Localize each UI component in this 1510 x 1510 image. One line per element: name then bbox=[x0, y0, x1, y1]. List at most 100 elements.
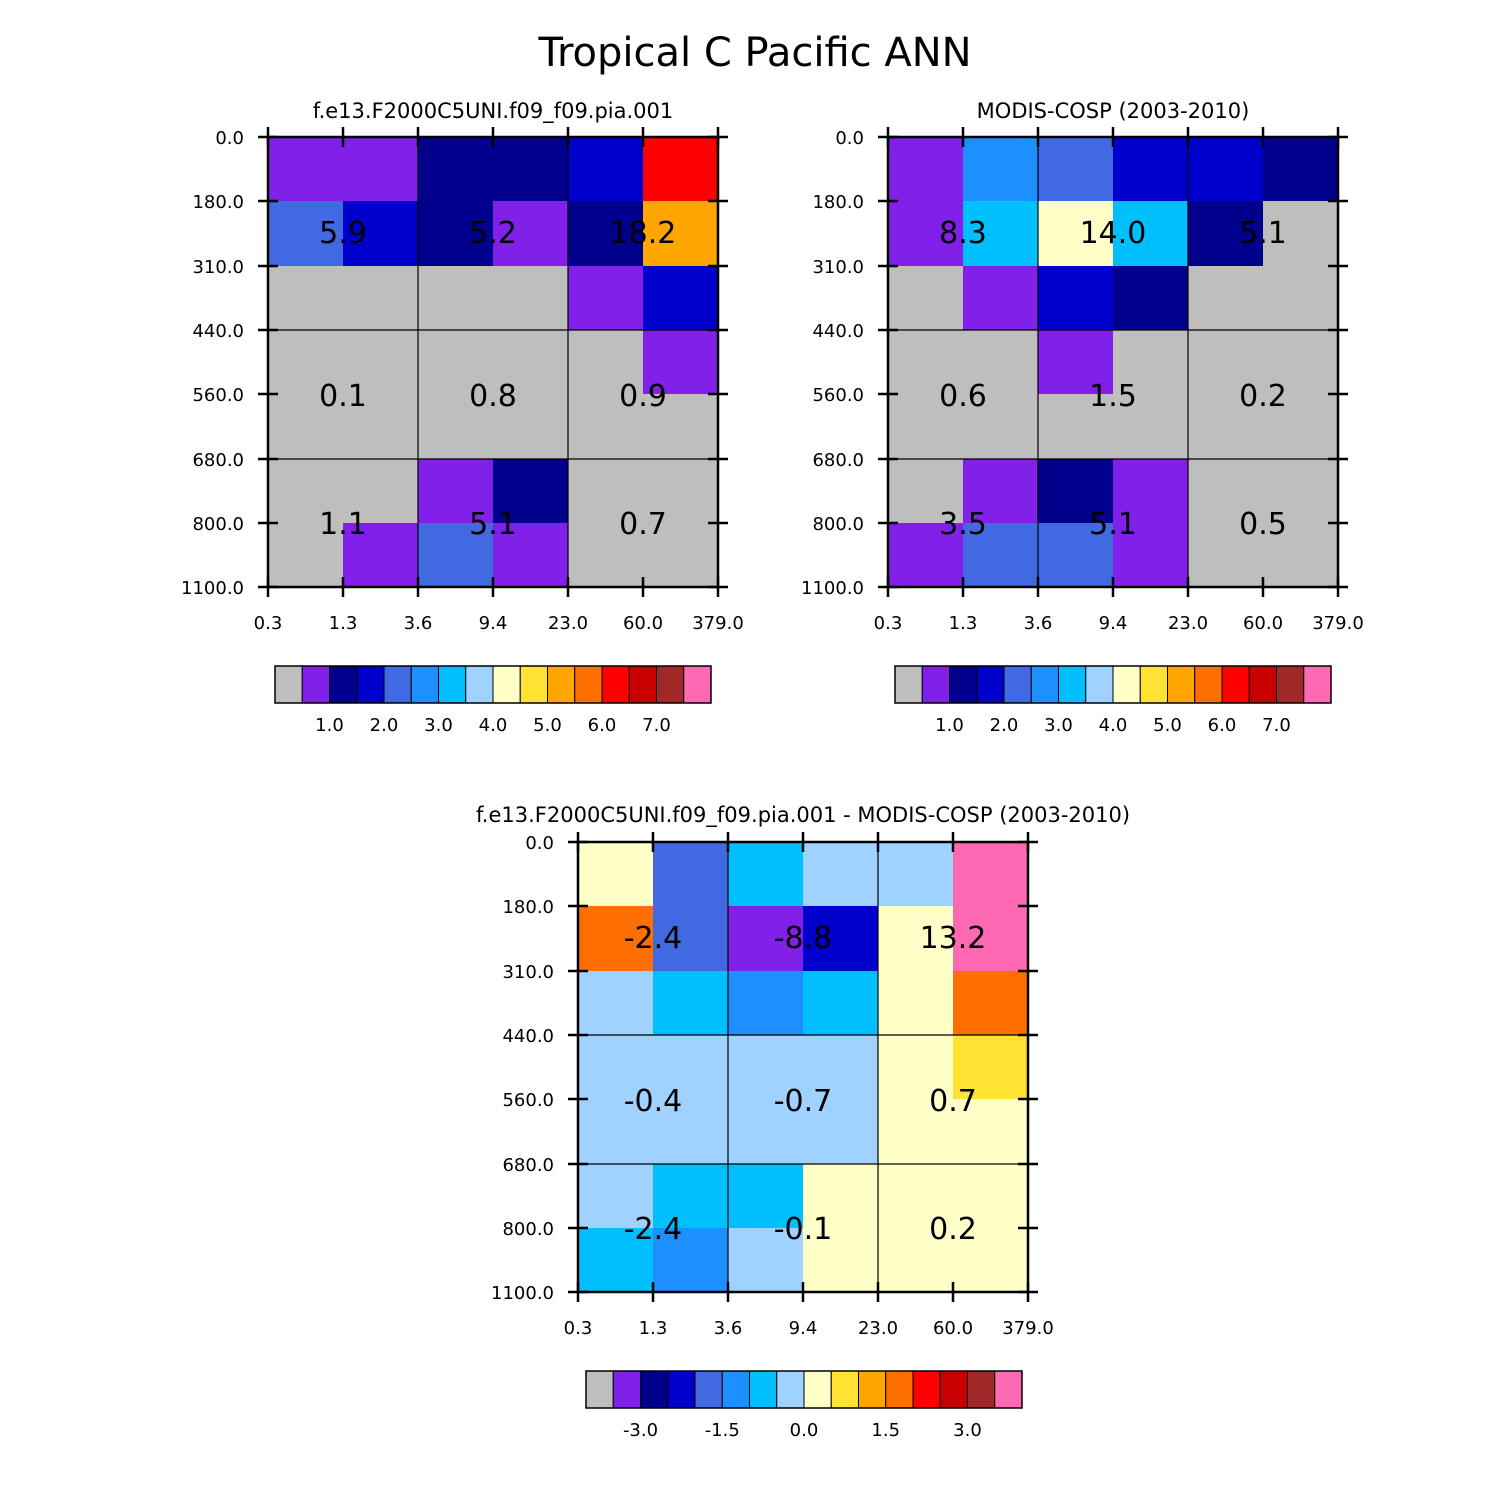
colorbar-swatch bbox=[858, 1370, 887, 1409]
heatmap-cell bbox=[1188, 394, 1264, 460]
heatmap-cell bbox=[653, 971, 729, 1036]
heatmap-cell bbox=[803, 971, 879, 1036]
heatmap-cell bbox=[953, 906, 1029, 972]
heatmap-cell bbox=[878, 1035, 954, 1100]
y-tick-label: 310.0 bbox=[192, 257, 244, 278]
x-tick-label: 3.6 bbox=[1024, 613, 1053, 634]
heatmap-cell bbox=[418, 330, 494, 395]
heatmap-cell bbox=[653, 906, 729, 972]
heatmap-cell bbox=[1263, 459, 1339, 524]
y-tick-label: 680.0 bbox=[502, 1155, 554, 1176]
heatmap-cell bbox=[268, 394, 344, 460]
panel-title: f.e13.F2000C5UNI.f09_f09.pia.001 - MODIS… bbox=[476, 803, 1130, 828]
y-tick-label: 680.0 bbox=[192, 450, 244, 471]
heatmap-cell bbox=[1038, 394, 1114, 460]
colorbar-swatch bbox=[921, 665, 950, 704]
colorbar-swatch bbox=[547, 665, 576, 704]
colorbar-swatch bbox=[912, 1370, 941, 1409]
figure-title: Tropical C Pacific ANN bbox=[537, 30, 971, 76]
x-tick-label: 379.0 bbox=[1002, 1318, 1054, 1339]
heatmap-cell bbox=[568, 266, 644, 331]
colorbar-swatch bbox=[601, 665, 630, 704]
group-value-label: -0.4 bbox=[624, 1084, 683, 1119]
heatmap-cell bbox=[878, 1099, 954, 1165]
group-value-label: 0.6 bbox=[939, 379, 987, 414]
x-tick-label: 60.0 bbox=[623, 613, 663, 634]
heatmap-cell bbox=[728, 1228, 804, 1293]
y-tick-label: 180.0 bbox=[502, 897, 554, 918]
heatmap-cell bbox=[1038, 201, 1114, 267]
heatmap-cell bbox=[268, 523, 344, 588]
heatmap-cell bbox=[888, 459, 964, 524]
x-tick-label: 9.4 bbox=[479, 613, 508, 634]
colorbar-frame bbox=[274, 665, 712, 704]
y-tick-label: 310.0 bbox=[812, 257, 864, 278]
colorbar-swatch bbox=[967, 1370, 996, 1409]
x-tick-label: 0.3 bbox=[564, 1318, 593, 1339]
heatmap-cell bbox=[343, 201, 419, 267]
heatmap-cell bbox=[568, 137, 644, 202]
group-value-label: 3.5 bbox=[939, 507, 987, 542]
group-value-label: 0.1 bbox=[319, 379, 367, 414]
group-value-label: 0.2 bbox=[1239, 379, 1287, 414]
heatmap-cell bbox=[1113, 266, 1189, 331]
colorbar-swatch bbox=[301, 665, 330, 704]
colorbar-swatch bbox=[585, 1370, 614, 1409]
group-value-label: 13.2 bbox=[920, 921, 987, 956]
group-value-label: 5.1 bbox=[1089, 507, 1137, 542]
colorbar-swatch bbox=[885, 1370, 914, 1409]
colorbar-swatch bbox=[1139, 665, 1168, 704]
x-tick-label: 3.6 bbox=[714, 1318, 743, 1339]
colorbar-swatch bbox=[949, 665, 978, 704]
group-value-label: 0.2 bbox=[929, 1212, 977, 1247]
group-value-label: 8.3 bbox=[939, 216, 987, 251]
colorbar-swatch bbox=[1112, 665, 1141, 704]
heatmap-cell bbox=[1188, 266, 1264, 331]
y-tick-label: 800.0 bbox=[502, 1219, 554, 1240]
colorbar-label: 1.0 bbox=[935, 715, 964, 736]
group-value-label: 5.1 bbox=[469, 507, 517, 542]
heatmap-cell bbox=[803, 842, 879, 907]
heatmap-cell bbox=[343, 266, 419, 331]
heatmap-cell bbox=[643, 201, 719, 267]
colorbar-swatch bbox=[721, 1370, 750, 1409]
y-tick-label: 0.0 bbox=[525, 833, 554, 854]
colorbar-swatch bbox=[1248, 665, 1277, 704]
heatmap-cell bbox=[1113, 330, 1189, 395]
heatmap-cell bbox=[803, 1035, 879, 1100]
heatmap-cell bbox=[878, 1228, 954, 1293]
heatmap-cell bbox=[728, 971, 804, 1036]
heatmap-cell bbox=[1263, 523, 1339, 588]
colorbar-swatch bbox=[356, 665, 385, 704]
colorbar-swatch bbox=[492, 665, 521, 704]
heatmap-cell bbox=[643, 459, 719, 524]
colorbar-label: 2.0 bbox=[990, 715, 1019, 736]
heatmap-cell bbox=[418, 201, 494, 267]
heatmap-cell bbox=[953, 842, 1029, 907]
heatmap-cell bbox=[343, 523, 419, 588]
heatmap-cell bbox=[1188, 330, 1264, 395]
x-tick-label: 1.3 bbox=[329, 613, 358, 634]
heatmap-cell bbox=[268, 266, 344, 331]
colorbar-swatch bbox=[612, 1370, 641, 1409]
colorbar-swatch bbox=[803, 1370, 832, 1409]
colorbar-label: 7.0 bbox=[642, 715, 671, 736]
group-value-label: 0.5 bbox=[1239, 507, 1287, 542]
colorbar-label: 6.0 bbox=[588, 715, 617, 736]
heatmap-cell bbox=[493, 266, 569, 331]
heatmap-cell bbox=[578, 906, 654, 972]
heatmap-cell bbox=[878, 906, 954, 972]
y-tick-label: 440.0 bbox=[192, 321, 244, 342]
heatmap-cell bbox=[568, 330, 644, 395]
colorbar-swatch bbox=[1085, 665, 1114, 704]
group-value-label: -0.1 bbox=[774, 1212, 833, 1247]
heatmap-cell bbox=[578, 1099, 654, 1165]
x-tick-label: 379.0 bbox=[692, 613, 744, 634]
heatmap-cell bbox=[268, 137, 344, 202]
heatmap-cell bbox=[578, 1164, 654, 1229]
heatmap-cell bbox=[1263, 137, 1339, 202]
y-tick-label: 0.0 bbox=[835, 128, 864, 149]
heatmap-cell bbox=[953, 1228, 1029, 1293]
y-tick-label: 1100.0 bbox=[491, 1283, 554, 1304]
heatmap-cell bbox=[1038, 137, 1114, 202]
